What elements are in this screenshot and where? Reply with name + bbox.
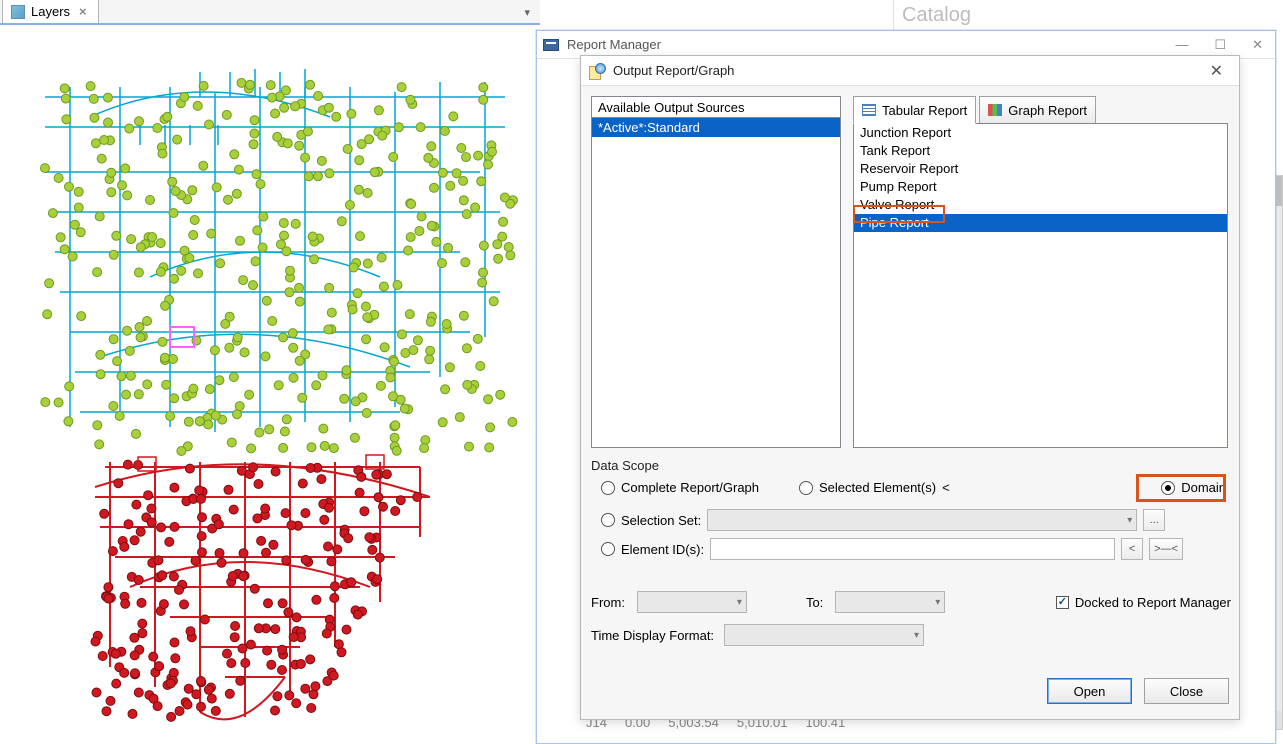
selected-count-marker: < xyxy=(942,480,950,495)
layers-icon xyxy=(11,5,25,19)
to-label: To: xyxy=(806,595,823,610)
window-minimize-button[interactable]: — xyxy=(1169,35,1194,55)
window-close-button[interactable]: ✕ xyxy=(1246,35,1269,55)
data-scope-label: Data Scope xyxy=(591,458,659,473)
output-report-graph-dialog: Output Report/Graph ✕ Available Output S… xyxy=(580,55,1240,720)
close-button[interactable]: Close xyxy=(1144,678,1229,704)
from-label: From: xyxy=(591,595,625,610)
dialog-title: Output Report/Graph xyxy=(613,63,734,78)
to-time-combo[interactable]: ▾ xyxy=(835,591,945,613)
from-time-combo[interactable]: ▾ xyxy=(637,591,747,613)
network-map-canvas[interactable] xyxy=(0,27,540,744)
tab-graph-report[interactable]: Graph Report xyxy=(979,96,1096,124)
docked-checkbox[interactable]: Docked to Report Manager xyxy=(1056,595,1231,610)
tab-tabular-report[interactable]: Tabular Report xyxy=(853,96,976,124)
report-list[interactable]: Junction ReportTank ReportReservoir Repo… xyxy=(853,123,1228,448)
tab-layers[interactable]: Layers × xyxy=(2,0,99,23)
report-item[interactable]: Valve Report xyxy=(854,196,1227,214)
output-report-icon xyxy=(589,63,605,79)
radio-element-ids[interactable]: Element ID(s): xyxy=(601,542,704,557)
report-item[interactable]: Pump Report xyxy=(854,178,1227,196)
report-type-tabs: Tabular Report Graph Report xyxy=(853,96,1096,124)
radio-element-ids-label: Element ID(s): xyxy=(621,542,704,557)
radio-domain-label: Domain xyxy=(1181,480,1226,495)
dialog-titlebar[interactable]: Output Report/Graph ✕ xyxy=(581,56,1239,86)
element-ids-input[interactable] xyxy=(710,538,1115,560)
open-button[interactable]: Open xyxy=(1047,678,1132,704)
dialog-close-button[interactable]: ✕ xyxy=(1202,59,1231,83)
element-ids-prev-button[interactable]: < xyxy=(1121,538,1143,560)
panel-options-dropdown-icon[interactable]: ▾ xyxy=(520,2,534,23)
time-format-combo[interactable]: ▾ xyxy=(724,624,924,646)
radio-complete-report[interactable]: Complete Report/Graph xyxy=(601,480,759,495)
radio-selection-set[interactable]: Selection Set: xyxy=(601,513,701,528)
layers-tab-strip: Layers × ▾ xyxy=(0,0,540,25)
element-ids-next-button[interactable]: >—< xyxy=(1149,538,1183,560)
report-item[interactable]: Tank Report xyxy=(854,142,1227,160)
available-sources-label: Available Output Sources xyxy=(591,96,841,118)
selection-set-combo[interactable]: ▾ xyxy=(707,509,1137,531)
radio-domain[interactable]: Domain xyxy=(1161,480,1226,495)
radio-selected-elements[interactable]: Selected Element(s) < xyxy=(799,480,950,495)
report-manager-icon xyxy=(543,39,559,51)
tab-tabular-label: Tabular Report xyxy=(882,103,967,118)
report-item[interactable]: Reservoir Report xyxy=(854,160,1227,178)
report-manager-title: Report Manager xyxy=(567,37,661,52)
radio-selection-set-label: Selection Set: xyxy=(621,513,701,528)
tab-layers-label: Layers xyxy=(31,4,70,19)
catalog-panel-title: Catalog xyxy=(893,0,1273,30)
radio-selected-label: Selected Element(s) xyxy=(819,480,936,495)
tab-layers-close-icon[interactable]: × xyxy=(76,4,90,19)
tabular-icon xyxy=(862,104,876,116)
docked-label: Docked to Report Manager xyxy=(1075,595,1231,610)
tab-graph-label: Graph Report xyxy=(1008,103,1087,118)
report-item[interactable]: Junction Report xyxy=(854,124,1227,142)
window-maximize-button[interactable]: ☐ xyxy=(1208,35,1232,55)
source-item[interactable]: *Active*:Standard xyxy=(592,118,840,137)
available-sources-list[interactable]: *Active*:Standard xyxy=(591,118,841,448)
selection-set-browse-button[interactable]: ... xyxy=(1143,509,1165,531)
graph-icon xyxy=(988,104,1002,116)
time-format-label: Time Display Format: xyxy=(591,628,714,643)
radio-complete-label: Complete Report/Graph xyxy=(621,480,759,495)
report-item[interactable]: Pipe Report xyxy=(854,214,1227,232)
